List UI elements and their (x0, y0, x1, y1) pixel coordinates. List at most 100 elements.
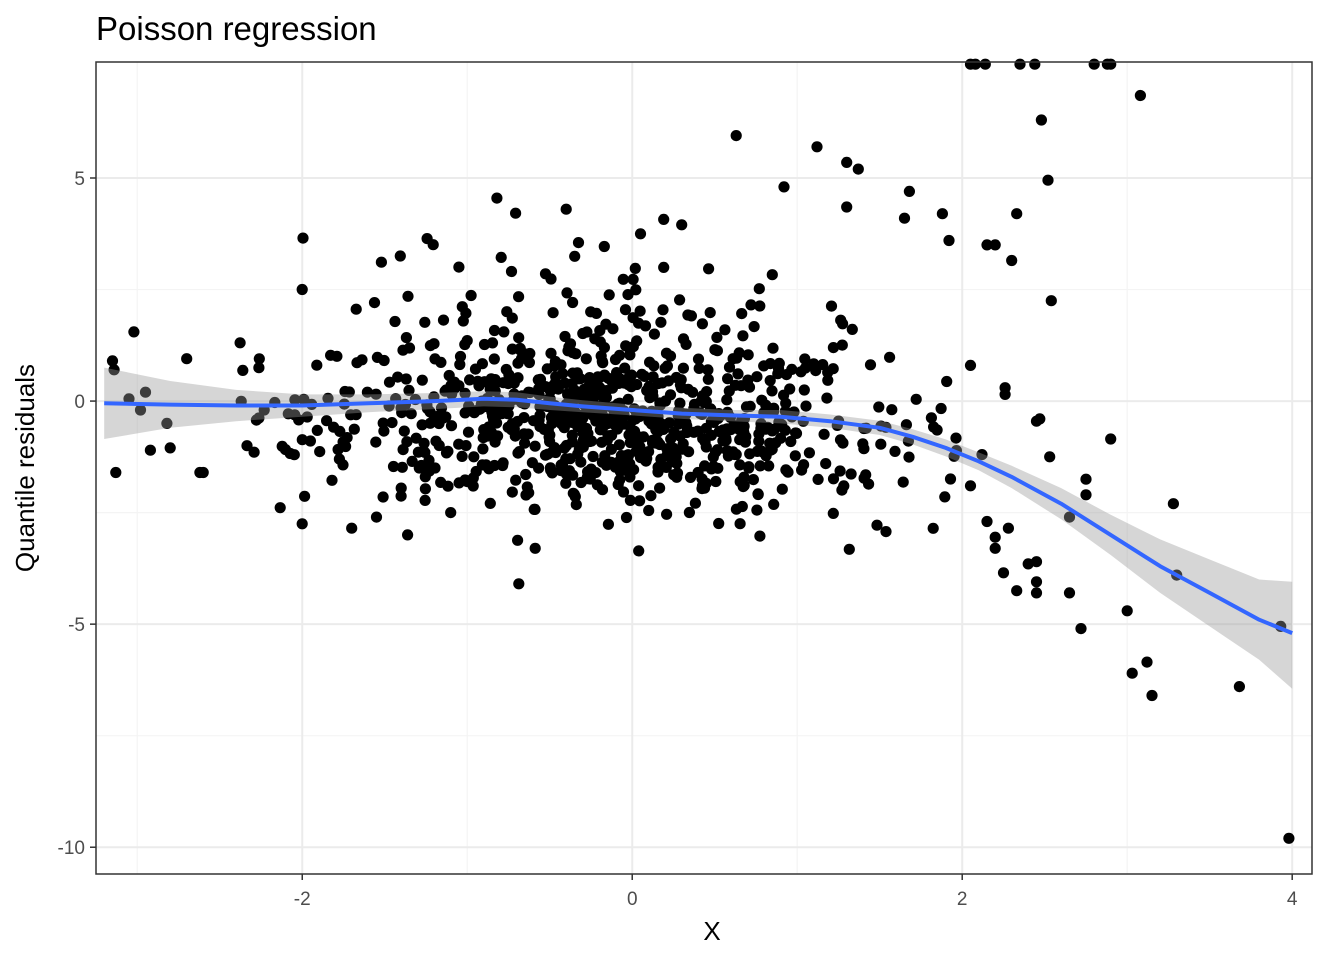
data-point (617, 273, 629, 285)
data-point (1029, 58, 1041, 70)
data-point (1167, 498, 1179, 510)
data-point (736, 308, 748, 320)
data-point (437, 314, 450, 326)
data-point (495, 251, 507, 263)
data-point (871, 519, 883, 531)
data-point (788, 406, 800, 418)
data-point (453, 477, 465, 489)
data-point (624, 471, 636, 483)
data-point (585, 463, 597, 475)
data-point (558, 442, 571, 454)
data-points (106, 58, 1295, 844)
plot-panel: -2 0 2 4 -10 -5 0 5 (58, 58, 1313, 910)
data-point (567, 487, 579, 499)
data-point (371, 351, 383, 363)
data-point (633, 480, 645, 492)
data-point (941, 375, 953, 388)
data-point (981, 239, 993, 251)
data-point (658, 261, 670, 273)
data-point (1045, 295, 1057, 307)
data-point (435, 356, 447, 368)
data-point (541, 363, 553, 375)
data-point (469, 363, 482, 375)
data-point (927, 522, 939, 534)
data-point (1030, 576, 1043, 588)
data-point (378, 425, 390, 437)
data-point (725, 424, 737, 436)
data-point (424, 340, 436, 352)
data-point (321, 415, 333, 427)
data-point (730, 130, 742, 142)
data-point (1080, 489, 1092, 501)
data-point (1075, 623, 1087, 635)
data-point (660, 347, 673, 359)
data-point (298, 393, 310, 405)
data-point (602, 418, 614, 430)
data-point (835, 314, 847, 326)
x-tick-label: 2 (957, 889, 968, 910)
data-point (775, 432, 787, 444)
data-point (419, 483, 431, 495)
data-point (846, 323, 858, 335)
x-tick-label: 4 (1287, 889, 1298, 910)
data-point (734, 518, 746, 530)
data-point (480, 401, 492, 413)
data-point (1141, 656, 1153, 668)
data-point (609, 373, 621, 385)
data-point (900, 419, 913, 431)
data-point (497, 459, 509, 472)
data-point (557, 368, 569, 380)
data-point (648, 360, 660, 372)
data-point (721, 394, 733, 406)
data-point (738, 471, 750, 483)
data-point (383, 376, 396, 388)
data-point (459, 407, 471, 419)
data-point (370, 511, 383, 523)
data-point (144, 444, 156, 456)
data-point (276, 440, 288, 452)
data-point (110, 466, 122, 479)
data-point (1022, 558, 1034, 570)
data-point (785, 435, 797, 448)
data-point (472, 375, 484, 387)
data-point (250, 414, 262, 426)
data-point (711, 345, 724, 357)
data-point (836, 339, 848, 351)
data-point (513, 578, 525, 590)
data-point (603, 289, 615, 301)
data-point (370, 388, 382, 400)
data-point (1011, 585, 1023, 597)
data-point (559, 377, 571, 389)
data-point (345, 409, 357, 421)
data-point (796, 464, 808, 476)
data-point (435, 476, 447, 488)
data-point (754, 460, 766, 472)
data-point (620, 450, 632, 462)
data-point (745, 299, 757, 311)
data-point (630, 437, 642, 449)
data-point (808, 358, 820, 370)
data-point (656, 377, 668, 389)
data-point (622, 289, 634, 301)
data-point (979, 58, 991, 70)
data-point (700, 441, 712, 453)
data-point (491, 192, 503, 204)
data-point (567, 296, 579, 309)
data-point (402, 290, 414, 302)
data-point (512, 447, 524, 459)
data-point (677, 443, 689, 455)
data-point (430, 435, 442, 447)
data-point (886, 404, 898, 416)
data-point (1011, 208, 1023, 220)
data-point (834, 465, 846, 477)
data-point (838, 480, 850, 492)
data-point (506, 312, 518, 324)
data-point (403, 342, 416, 354)
data-point (744, 400, 756, 412)
data-point (780, 397, 792, 409)
data-point (711, 444, 724, 456)
data-point (722, 373, 734, 385)
data-point (534, 373, 547, 385)
data-point (827, 473, 840, 485)
data-point (248, 446, 260, 458)
